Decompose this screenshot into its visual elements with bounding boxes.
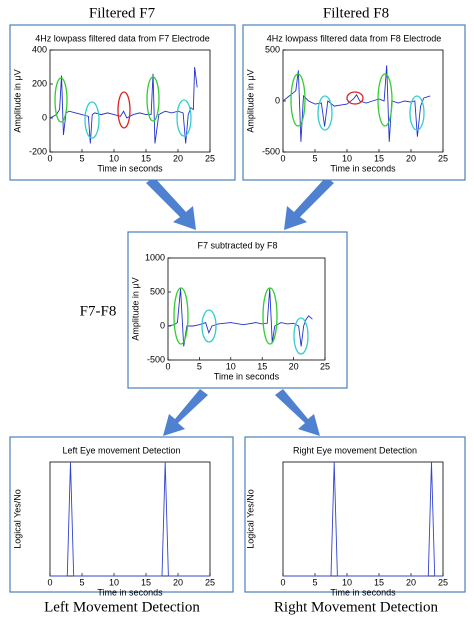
x-axis-label: Time in seconds <box>97 163 163 173</box>
ellipse <box>293 317 309 355</box>
plot-title: Left Eye movement Detection <box>62 445 180 455</box>
x-tick-label: 25 <box>205 153 215 163</box>
panels: Filtered F7 4Hz lowpass filtered data fro… <box>9 5 466 615</box>
x-tick-label: 15 <box>257 361 267 371</box>
x-tick-label: 15 <box>374 153 384 163</box>
x-tick-label: 10 <box>342 577 352 587</box>
panel: Filtered F8 4Hz lowpass filtered data fro… <box>242 5 466 181</box>
ellipse <box>409 95 425 131</box>
signal-line <box>49 66 198 144</box>
panel-heading: Filtered F7 <box>89 5 156 21</box>
plot-title: Right Eye movement Detection <box>293 445 417 455</box>
signal-line <box>167 288 313 347</box>
panel-heading: F7-F8 <box>80 303 117 319</box>
x-tick-label: 0 <box>47 153 52 163</box>
ellipse <box>54 77 68 123</box>
x-tick-label: 0 <box>280 577 285 587</box>
panel-caption: Left Movement Detection <box>44 599 200 615</box>
arrow <box>163 389 208 436</box>
panel: Right Movement Detection Right Eye moveme… <box>244 436 466 615</box>
x-axis-label: Time in seconds <box>330 163 396 173</box>
x-tick-label: 25 <box>320 361 330 371</box>
x-tick-label: 20 <box>173 153 183 163</box>
x-tick-label: 15 <box>141 577 151 587</box>
arrows <box>146 177 334 436</box>
panel-box <box>242 24 466 181</box>
x-tick-label: 20 <box>173 577 183 587</box>
axes <box>167 257 326 361</box>
ellipse <box>201 309 217 343</box>
ellipse <box>146 76 160 122</box>
arrow <box>275 389 320 436</box>
y-tick-label: 500 <box>265 44 280 54</box>
plot-title: F7 subtracted by F8 <box>197 240 277 250</box>
y-tick-label: 500 <box>150 286 165 296</box>
x-tick-label: 5 <box>312 153 317 163</box>
panel-box <box>244 436 466 593</box>
x-tick-label: 10 <box>109 153 119 163</box>
x-tick-label: 15 <box>374 577 384 587</box>
panel-box <box>9 436 234 593</box>
x-axis-label: Time in seconds <box>97 587 163 597</box>
y-tick-label: 1000 <box>145 252 165 262</box>
panel: Left Movement Detection Left Eye movement… <box>9 436 234 615</box>
panel: Filtered F7 4Hz lowpass filtered data fro… <box>9 5 236 181</box>
y-tick-label: -200 <box>29 146 47 156</box>
plot-title: 4Hz lowpass filtered data from F7 Electr… <box>35 33 210 43</box>
axes <box>49 49 211 153</box>
x-tick-label: 20 <box>289 361 299 371</box>
y-tick-label: -500 <box>147 354 165 364</box>
x-tick-label: 10 <box>109 577 119 587</box>
y-axis-label: Logical Yes/No <box>12 489 22 549</box>
ellipse <box>84 101 100 139</box>
arrow <box>146 177 196 230</box>
ellipse <box>262 287 278 345</box>
annotations <box>54 73 425 355</box>
y-axis-label: Amplitude in μV <box>130 277 140 340</box>
ellipse <box>377 73 393 127</box>
x-tick-label: 0 <box>47 577 52 587</box>
panel-box <box>9 24 236 181</box>
signal-line <box>283 461 443 577</box>
ellipse <box>173 287 189 345</box>
x-tick-label: 20 <box>406 153 416 163</box>
x-tick-label: 25 <box>438 577 448 587</box>
signal-line <box>50 461 210 577</box>
x-tick-label: 15 <box>141 153 151 163</box>
y-axis-label: Amplitude in μV <box>245 69 255 132</box>
y-tick-label: 400 <box>32 44 47 54</box>
plot-title: 4Hz lowpass filtered data from F8 Electr… <box>267 33 442 43</box>
x-tick-label: 25 <box>438 153 448 163</box>
panel: F7-F8 F7 subtracted by F8 Time in seconds A… <box>80 231 348 389</box>
panel-caption: Right Movement Detection <box>274 599 439 615</box>
x-tick-label: 20 <box>406 577 416 587</box>
x-tick-label: 25 <box>205 577 215 587</box>
x-axis-label: Time in seconds <box>330 587 396 597</box>
y-axis-label: Amplitude in μV <box>12 69 22 132</box>
y-tick-label: 0 <box>275 95 280 105</box>
y-tick-label: 0 <box>42 112 47 122</box>
ellipse <box>176 99 192 137</box>
x-tick-label: 0 <box>280 153 285 163</box>
x-tick-label: 5 <box>312 577 317 587</box>
x-axis-label: Time in seconds <box>214 371 280 381</box>
ellipse <box>117 91 131 129</box>
x-tick-label: 5 <box>197 361 202 371</box>
x-tick-label: 5 <box>79 577 84 587</box>
ellipse <box>317 95 333 131</box>
y-axis-label: Logical Yes/No <box>245 489 255 549</box>
ellipse <box>346 91 364 105</box>
y-tick-label: 200 <box>32 78 47 88</box>
panel-heading: Filtered F8 <box>323 5 389 21</box>
x-tick-label: 0 <box>165 361 170 371</box>
arrow <box>284 177 334 230</box>
y-tick-label: -500 <box>262 146 280 156</box>
x-tick-label: 10 <box>342 153 352 163</box>
y-tick-label: 0 <box>160 320 165 330</box>
x-tick-label: 10 <box>226 361 236 371</box>
ellipse <box>290 73 306 127</box>
x-tick-label: 5 <box>79 153 84 163</box>
